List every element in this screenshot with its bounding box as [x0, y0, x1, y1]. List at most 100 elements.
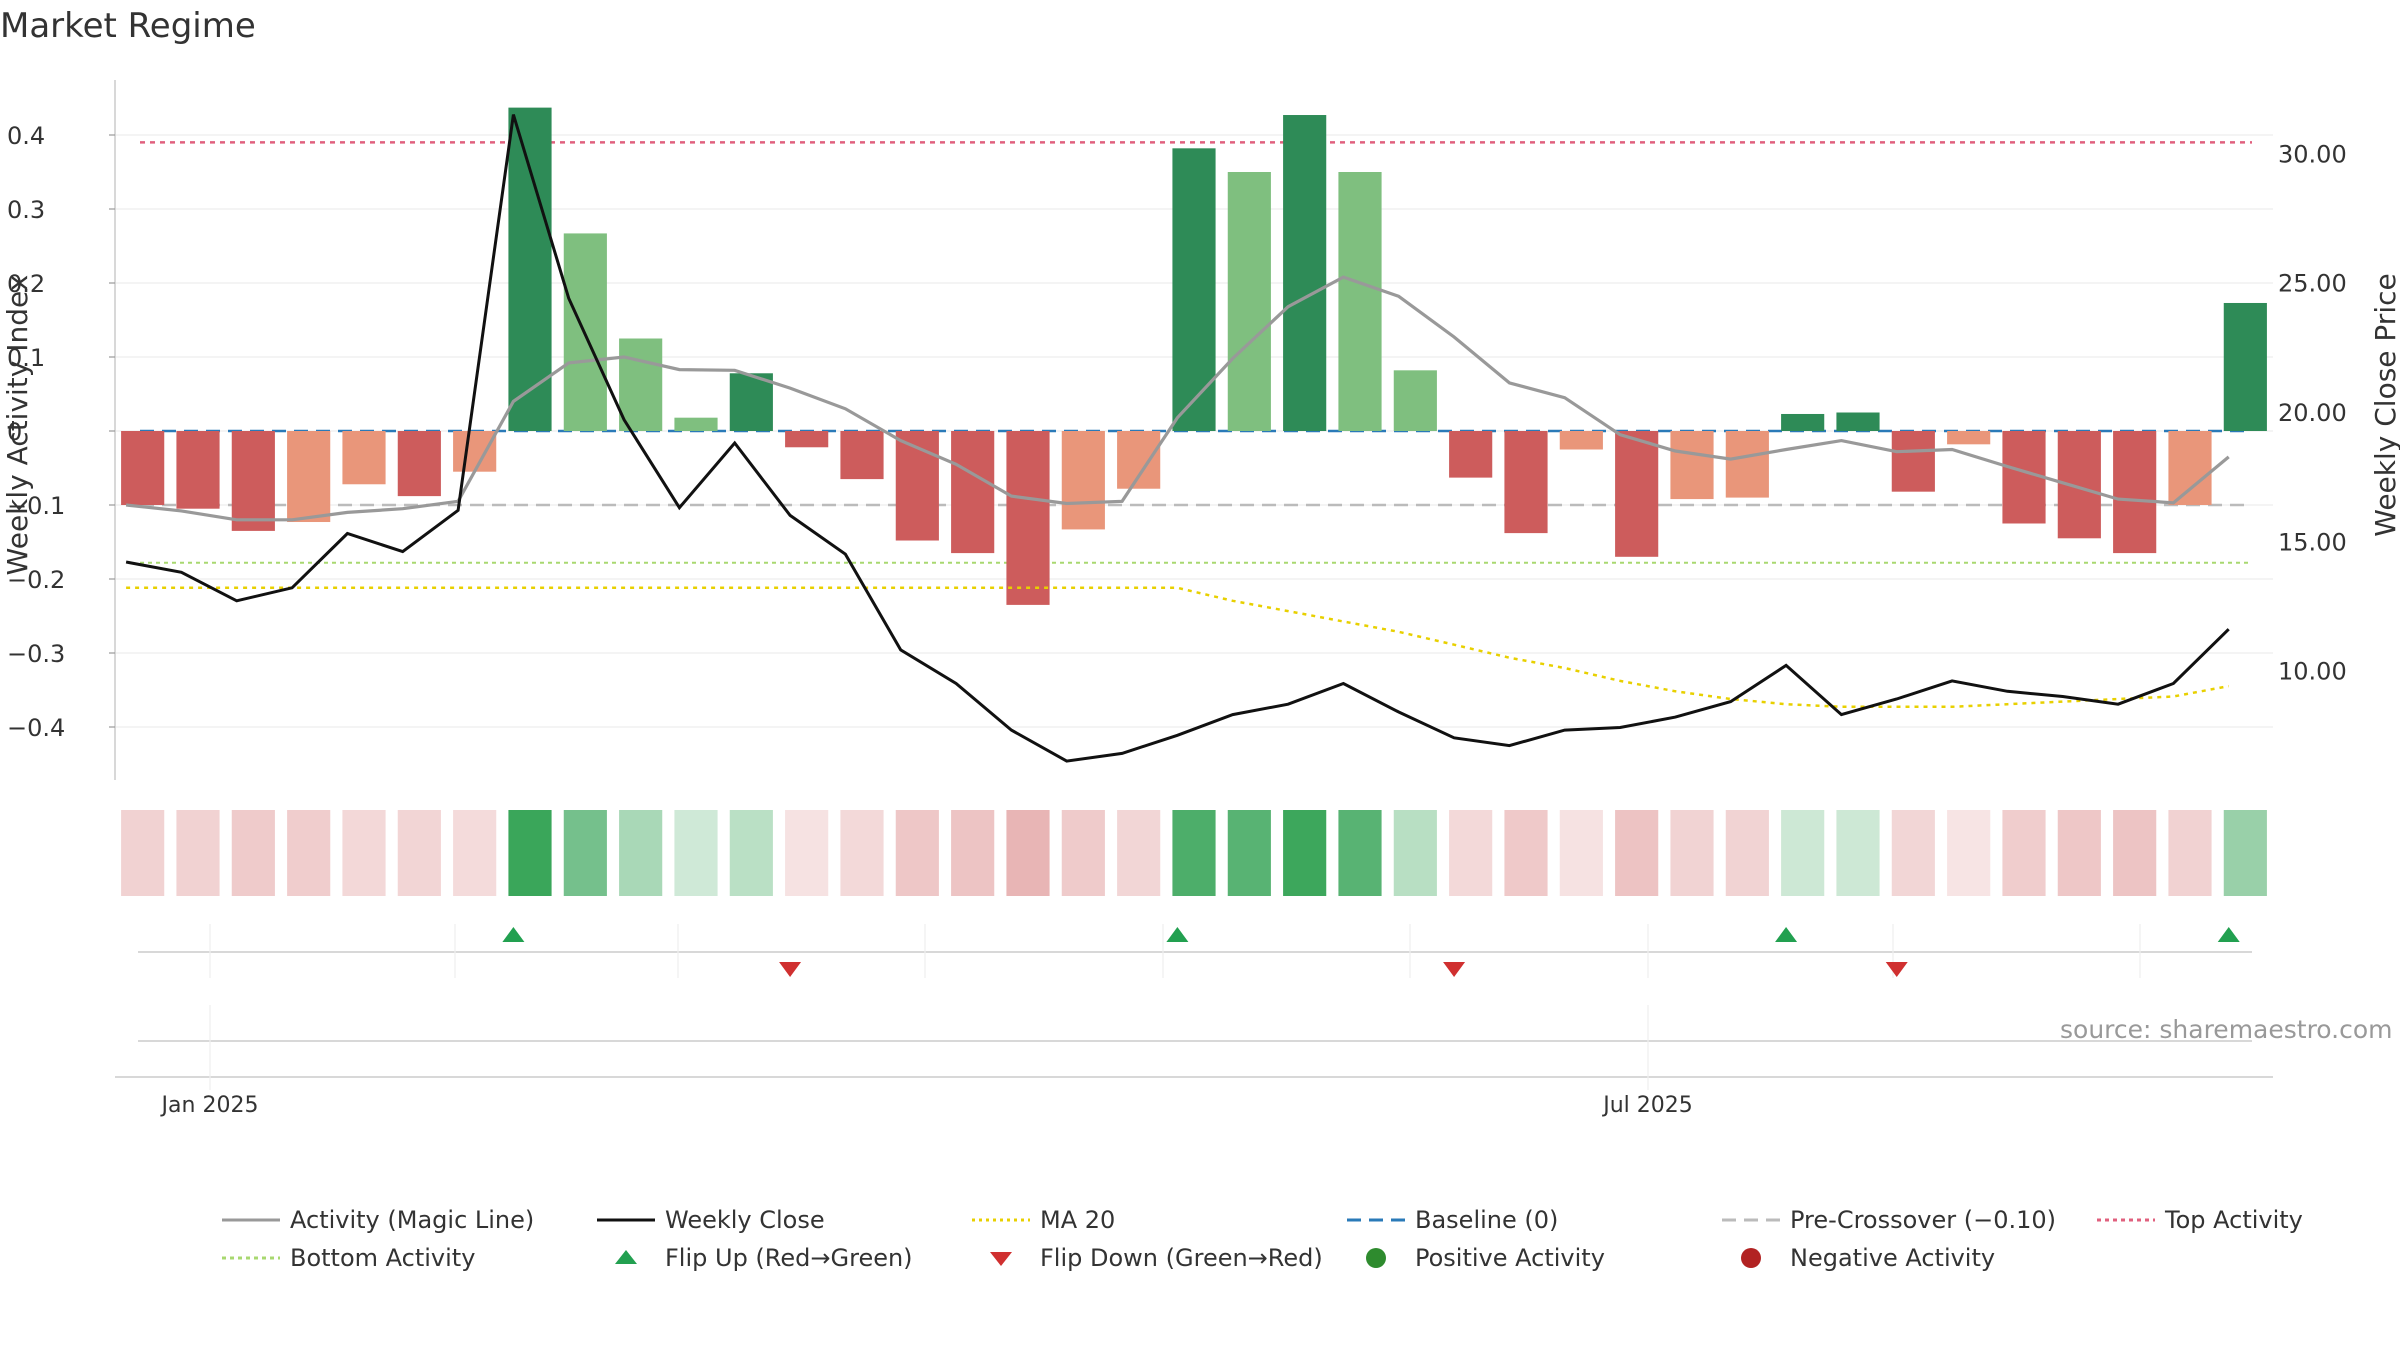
activity-bar [619, 338, 663, 431]
right-tick-label: 15.00 [2278, 528, 2347, 556]
left-tick-label: −0.3 [7, 640, 65, 668]
date-tick-label: Jan 2025 [160, 1093, 259, 1118]
flip-down-marker [779, 962, 802, 977]
left-tick-label: 0.1 [7, 344, 45, 372]
heat-cell [2002, 810, 2046, 896]
activity-bar [1283, 115, 1327, 432]
heat-cell [508, 810, 552, 896]
activity-bar [2223, 302, 2267, 431]
activity-bar [674, 417, 718, 431]
activity-bar [729, 373, 773, 431]
activity-bar [840, 431, 884, 480]
activity-bar [1504, 431, 1548, 534]
activity-bar [397, 431, 441, 497]
left-tick-label: 0.2 [7, 270, 45, 298]
activity-bar [1227, 172, 1271, 431]
heat-cell [619, 810, 663, 896]
legend-label: Flip Up (Red→Green) [665, 1244, 913, 1272]
heat-cell [1781, 810, 1825, 896]
left-tick-label: −0.2 [7, 566, 65, 594]
activity-bar [1449, 431, 1493, 478]
activity-bar [951, 431, 995, 554]
heat-cell [1006, 810, 1050, 896]
activity-bar [2113, 431, 2157, 554]
legend-swatch [2097, 1218, 2155, 1222]
flip-up-marker [1166, 927, 1189, 942]
right-tick-label: 10.00 [2278, 658, 2347, 686]
heat-cell [1117, 810, 1161, 896]
activity-bar [2168, 431, 2212, 505]
activity-bar [287, 431, 331, 523]
heat-cell [1449, 810, 1493, 896]
heat-cell [342, 810, 386, 896]
left-tick-label: 0 [7, 418, 22, 446]
legend-swatch [1347, 1218, 1405, 1222]
activity-bar [785, 431, 829, 448]
heat-cell [2113, 810, 2157, 896]
source-note: source: sharemaestro.com [2060, 1015, 2393, 1044]
heat-cell [176, 810, 220, 896]
heat-cell [1393, 810, 1437, 896]
heat-cell [895, 810, 939, 896]
heat-cell [1338, 810, 1382, 896]
heat-cell [1670, 810, 1714, 896]
heat-cell [1227, 810, 1271, 896]
heat-cell [231, 810, 275, 896]
right-tick-label: 25.00 [2278, 270, 2347, 298]
activity-bar [1006, 431, 1050, 605]
activity-bar [342, 431, 386, 485]
flip-up-marker [502, 927, 525, 942]
activity-bar [1615, 431, 1659, 557]
heat-cell [1615, 810, 1659, 896]
activity-bar [1338, 172, 1382, 431]
legend-label: Top Activity [2165, 1206, 2303, 1234]
activity-bar [508, 107, 552, 432]
heat-cell [1172, 810, 1216, 896]
legend-swatch [222, 1256, 280, 1260]
flip-up-marker [1775, 927, 1798, 942]
legend-label: MA 20 [1040, 1206, 1116, 1234]
right-tick-label: 30.00 [2278, 140, 2347, 168]
activity-bar [1393, 370, 1437, 431]
legend-swatch [1366, 1248, 1386, 1268]
series-lines [125, 114, 2230, 763]
flip-down-marker [1885, 962, 1908, 977]
left-tick-label: −0.4 [7, 714, 65, 742]
heat-cell [1504, 810, 1548, 896]
heat-cell [563, 810, 607, 896]
legend-swatch [972, 1218, 1030, 1222]
legend-label: Positive Activity [1415, 1244, 1605, 1272]
heat-cell [785, 810, 829, 896]
heat-cell [2057, 810, 2101, 896]
left-tick-label: 0.4 [7, 122, 45, 150]
legend-label: Activity (Magic Line) [290, 1206, 535, 1234]
legend-swatch [222, 1218, 280, 1222]
activity-bar [1781, 413, 1825, 431]
legend-label: Baseline (0) [1415, 1206, 1559, 1234]
heat-cell [1725, 810, 1769, 896]
activity-bar [176, 431, 220, 509]
heat-cell [1891, 810, 1935, 896]
weekly-close-line [125, 114, 2230, 763]
legend-swatch [1741, 1248, 1761, 1268]
heat-cell [840, 810, 884, 896]
heat-cell [951, 810, 995, 896]
activity-bar [231, 431, 275, 531]
heat-cell [1061, 810, 1105, 896]
heat-cell [453, 810, 497, 896]
activity-bars [121, 107, 2267, 605]
ma20-line [126, 586, 2229, 709]
heat-cell [729, 810, 773, 896]
axes: 0.4 0.3 0.2 0.1 0 −0.1 −0.2 −0.3 −0.4 Weekly Acti… [1, 80, 2400, 780]
flip-markers [138, 924, 2252, 978]
activity-bar [1559, 431, 1603, 450]
chart-title: Market Regime [0, 6, 256, 46]
activity-bar [1061, 431, 1105, 530]
date-tick-label: Jul 2025 [1601, 1093, 1693, 1118]
activity-bar [1725, 431, 1769, 498]
right-axis-label: Weekly Close Price [2369, 273, 2400, 536]
legend-label: Flip Down (Green→Red) [1040, 1244, 1323, 1272]
left-tick-label: 0.3 [7, 196, 45, 224]
heat-cell [2223, 810, 2267, 896]
